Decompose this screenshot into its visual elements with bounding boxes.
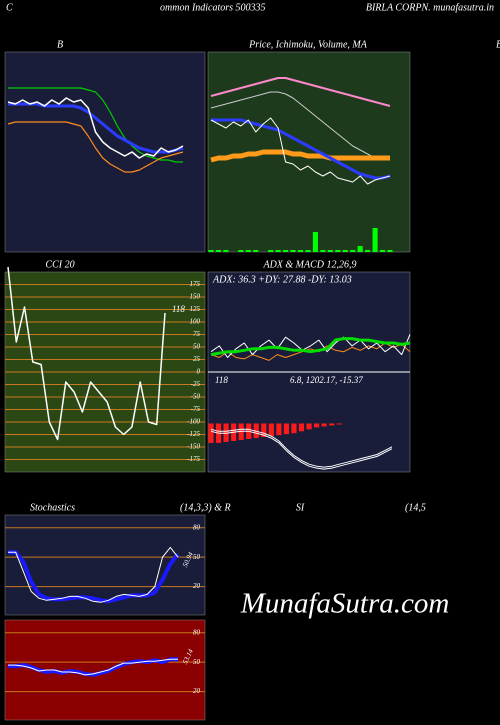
bar	[275, 250, 281, 252]
y-tick-label: 175	[190, 280, 201, 288]
chart-subtitle: (14,5	[405, 502, 426, 513]
bar	[327, 250, 333, 252]
bar	[336, 423, 342, 425]
bar	[261, 423, 267, 438]
bar	[291, 423, 297, 434]
y-tick-label: 50	[193, 658, 201, 666]
series-line	[210, 77, 391, 107]
series-line	[210, 430, 393, 470]
header-right: BIRLA CORPN. munafasutra.in	[366, 2, 494, 13]
bar	[312, 232, 318, 252]
series-line	[8, 87, 183, 163]
series-line	[8, 546, 179, 603]
series-line	[210, 342, 411, 361]
bar	[283, 250, 289, 252]
bar	[238, 250, 244, 252]
y-tick-label: 150	[190, 293, 201, 301]
chart-title: Stochastics	[30, 502, 75, 513]
bar	[298, 423, 305, 432]
bar	[245, 250, 251, 252]
series-line	[211, 118, 391, 180]
chart-title: SI	[296, 502, 305, 513]
chart-title: B	[57, 39, 63, 50]
y-tick-label: -25	[191, 380, 201, 388]
series-line	[8, 102, 184, 154]
series-line	[8, 658, 178, 676]
bar	[208, 250, 214, 252]
chart-title: CCI 20	[45, 259, 74, 270]
series-line	[210, 337, 411, 357]
series-line	[7, 121, 184, 173]
chart-title: Price, Ichimoku, Volume, MA	[248, 39, 368, 50]
panel	[207, 51, 411, 253]
watermark: MunafaSutra.com	[240, 588, 450, 620]
annotation: 6.8, 1202.17, -15.37	[290, 375, 363, 385]
y-tick-label: 25	[193, 355, 201, 363]
y-tick-label: 50	[193, 343, 201, 351]
series-line	[210, 149, 390, 163]
bar	[290, 250, 296, 252]
bar	[320, 250, 326, 252]
y-tick-label: -50	[191, 393, 201, 401]
bar	[297, 250, 304, 252]
side-mark: B	[496, 39, 500, 50]
y-tick-label: -125	[187, 430, 200, 438]
y-tick-label: 80	[193, 628, 201, 636]
y-tick-label: -100	[187, 418, 200, 426]
bar	[215, 250, 222, 252]
bar	[329, 423, 335, 426]
series-line	[7, 97, 184, 159]
series-line	[7, 266, 166, 441]
bar	[223, 250, 229, 252]
bar	[305, 250, 311, 252]
y-tick-label: 50	[193, 553, 201, 561]
bar	[321, 423, 327, 427]
chart-subtitle: ADX: 36.3 +DY: 27.88 -DY: 13.03	[212, 274, 352, 285]
series-line	[8, 550, 180, 604]
bar	[306, 423, 312, 430]
annotation: 118	[172, 304, 185, 314]
bar	[253, 250, 259, 252]
series-line	[210, 117, 391, 185]
bar	[283, 423, 289, 435]
bar	[387, 250, 393, 252]
bar	[335, 250, 341, 252]
bar	[372, 228, 378, 252]
panel	[4, 51, 206, 253]
chart-title: ADX & MACD 12,26,9	[262, 259, 356, 270]
y-tick-label: -150	[187, 443, 200, 451]
chart-subtitle: (14,3,3) & R	[180, 502, 231, 513]
header-center: ommon Indicators 500335	[160, 2, 266, 13]
bar	[268, 250, 274, 252]
bar	[314, 423, 320, 428]
bar	[365, 250, 371, 252]
bar	[350, 250, 356, 252]
annotation: 118	[215, 375, 228, 385]
bar	[268, 423, 274, 437]
bar	[276, 423, 282, 436]
y-tick-label: 75	[193, 330, 201, 338]
bar	[379, 250, 386, 252]
y-tick-label: 125	[190, 305, 201, 313]
y-tick-label: 20	[193, 687, 201, 695]
y-tick-label: 20	[193, 582, 201, 590]
series-line	[210, 428, 393, 468]
bar	[208, 423, 214, 443]
y-tick-label: -75	[191, 405, 201, 413]
bar	[357, 246, 363, 252]
series-line	[210, 91, 390, 161]
y-tick-label: 100	[190, 318, 201, 326]
bar	[342, 250, 348, 252]
y-tick-label: 80	[193, 523, 201, 531]
y-tick-label: 0	[197, 368, 201, 376]
header-left: C	[6, 2, 13, 13]
y-tick-label: -175	[187, 455, 200, 463]
